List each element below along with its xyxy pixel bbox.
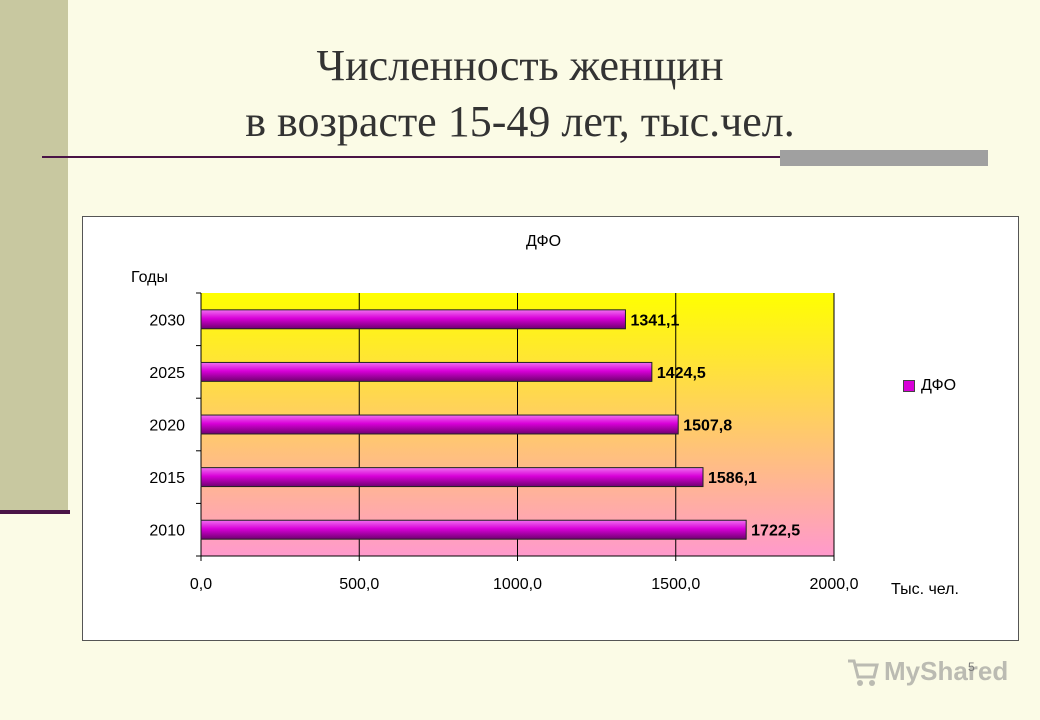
bar [200,414,679,435]
x-tick-label: 0,0 [190,576,212,593]
legend: ДФО [903,377,956,395]
title-line-2: в возрасте 15-49 лет, тыс.чел. [245,97,795,146]
chart-title: ДФО [526,233,562,250]
bar [200,467,704,488]
watermark-text: MyShared [884,656,1009,686]
data-label: 1424,5 [657,365,706,382]
cart-icon [848,659,879,686]
page-number: 5 [968,660,975,674]
y-tick-label: 2010 [149,523,185,540]
side-band [0,0,68,512]
y-tick-label: 2015 [149,470,185,487]
legend-swatch [903,380,915,392]
slide-title: Численность женщин в возрасте 15-49 лет,… [80,38,960,150]
bar [200,309,626,330]
bar [200,361,653,382]
watermark: MyShared [846,656,1008,687]
y-axis-label: Годы [131,269,168,286]
bar [200,519,747,540]
data-label: 1341,1 [630,312,679,329]
legend-label: ДФО [921,377,957,394]
x-tick-label: 1000,0 [493,576,542,593]
y-tick-label: 2020 [149,418,185,435]
chart-frame: 0,0 500,0 1000,0 1500,0 2000,0 1341,1 2030 1424… [82,216,1019,641]
title-accent-bar [780,150,988,166]
data-label: 1586,1 [708,470,757,487]
bar-chart: 0,0 500,0 1000,0 1500,0 2000,0 1341,1 2030 1424… [149,292,859,593]
data-label: 1507,8 [683,418,732,435]
y-tick-label: 2030 [149,312,185,329]
x-tick-label: 1500,0 [651,576,700,593]
side-rule [0,510,70,514]
x-tick-label: 500,0 [339,576,379,593]
x-tick-label: 2000,0 [810,576,859,593]
data-label: 1722,5 [751,523,800,540]
title-divider [42,156,988,158]
x-axis-label: Тыс. чел. [891,581,959,598]
y-tick-label: 2025 [149,365,185,382]
title-line-1: Численность женщин [316,41,724,90]
